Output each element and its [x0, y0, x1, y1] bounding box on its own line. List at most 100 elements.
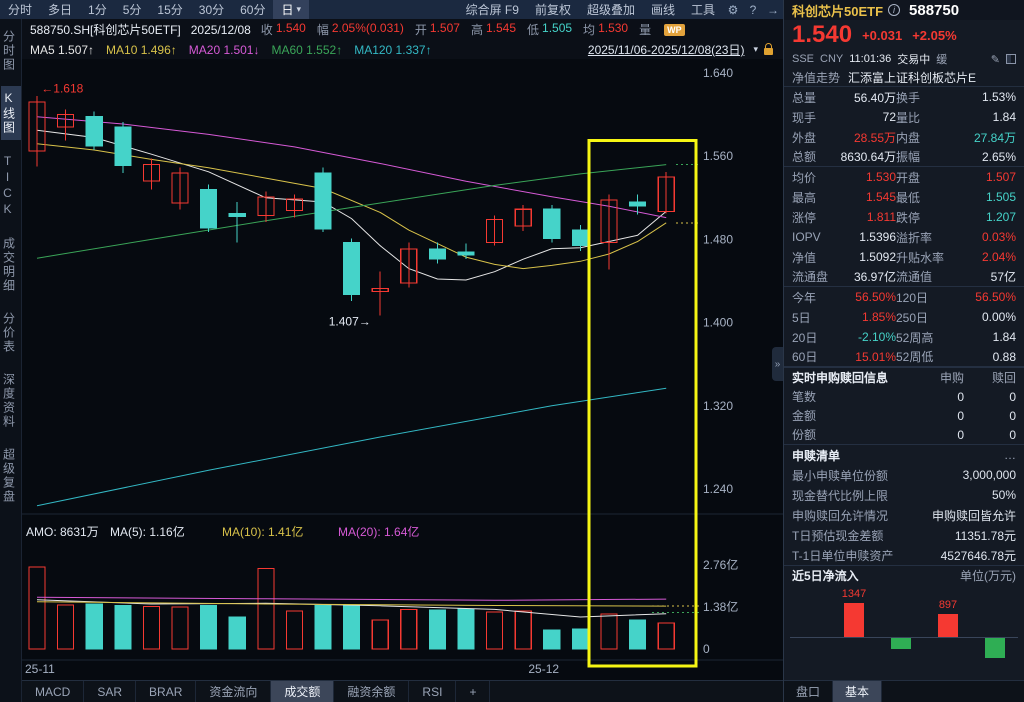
- redeem-row: 现金替代比例上限 50%: [784, 485, 1024, 505]
- sidebar-item-分价表[interactable]: 分价表: [1, 312, 16, 354]
- market-state: 交易中: [897, 54, 931, 66]
- period-tab-5分[interactable]: 5分: [122, 3, 142, 17]
- stat-label: 内盘: [896, 130, 921, 145]
- stat-value: 28.55万: [853, 130, 896, 145]
- subscription-sell-value: 0: [1009, 389, 1016, 404]
- sidebar-item-分时图[interactable]: 分时图: [1, 30, 16, 72]
- indicator-tab-MACD[interactable]: MACD: [22, 681, 85, 702]
- help-icon[interactable]: ?: [749, 2, 757, 17]
- stat-row: 净值 1.5092 升贴水率 2.04%: [784, 247, 1024, 267]
- panel-tabs: 盘口 基本: [784, 680, 1024, 702]
- period-tab-日[interactable]: 日 ▾: [273, 0, 310, 19]
- symbol-label: 588750.SH[科创芯片50ETF]: [30, 23, 181, 37]
- indicator-tab-成交额[interactable]: 成交额: [271, 681, 335, 702]
- more-icon[interactable]: …: [1004, 448, 1016, 462]
- svg-text:2.76亿: 2.76亿: [703, 557, 738, 572]
- info-icon[interactable]: i: [888, 4, 901, 16]
- svg-text:1.407→: 1.407→: [329, 315, 371, 329]
- stat-label: 净值: [792, 250, 817, 265]
- redeem-row: 申购赎回允许情况 申购赎回皆允许: [784, 505, 1024, 525]
- fund-name: 汇添富上证科创板芯片E: [848, 70, 977, 85]
- stat-value: 57亿: [990, 270, 1016, 284]
- stat-value: 1.811: [866, 210, 896, 224]
- indicator-tab-SAR[interactable]: SAR: [84, 681, 137, 702]
- sidebar-item-K线图[interactable]: K线图: [0, 86, 21, 140]
- redeem-row-label: 最小申赎单位份额: [792, 468, 889, 483]
- sidebar-item-超级复盘[interactable]: 超级复盘: [1, 448, 16, 504]
- quote-panel: 科创芯片50ETF i 588750 1.540 +0.031 +2.05% S…: [783, 0, 1024, 702]
- period-tab-15分[interactable]: 15分: [157, 3, 183, 17]
- stat-label: 流通值: [896, 270, 933, 284]
- panel-tab-盘口[interactable]: 盘口: [784, 681, 834, 702]
- flow-baseline: [790, 637, 1018, 638]
- toolbar-item[interactable]: 前复权: [534, 3, 571, 17]
- period-tab-多日[interactable]: 多日: [48, 3, 73, 17]
- caret-down-icon[interactable]: ▾: [753, 44, 758, 54]
- subscription-sell-value: 0: [1009, 427, 1016, 442]
- period-tab-30分[interactable]: 30分: [198, 3, 225, 17]
- svg-text:1.400: 1.400: [703, 316, 733, 330]
- ma-legend-MA60: MA60 1.552↑: [271, 42, 343, 57]
- toolbar-item[interactable]: 画线: [650, 3, 675, 17]
- stat-value: 56.50%: [975, 290, 1016, 304]
- sidebar-item-成交明细[interactable]: 成交明细: [1, 237, 16, 293]
- redeem-row-label: 申购赎回允许情况: [792, 508, 889, 523]
- stat-value: 8630.64万: [840, 150, 896, 164]
- stat-row: 总额 8630.64万 振幅 2.65%: [784, 147, 1024, 167]
- period-tab-60分[interactable]: 60分: [240, 3, 266, 17]
- indicator-tab-资金流向[interactable]: 资金流向: [196, 681, 272, 702]
- kline-chart[interactable]: 1.640 1.560 1.480 1.400 1.320 1.240 2.76亿 1.38亿…: [22, 59, 783, 680]
- period-tab-分时[interactable]: 分时: [8, 3, 33, 17]
- layout-icon[interactable]: [1006, 54, 1016, 64]
- indicator-tab-+[interactable]: +: [456, 681, 491, 702]
- subscription-row-label: 金额: [792, 409, 817, 423]
- period-tab-1分[interactable]: 1分: [88, 3, 107, 17]
- quote-field-value: 1.540: [275, 21, 306, 35]
- indicator-tab-RSI[interactable]: RSI: [409, 681, 457, 702]
- quote-summary-row: 588750.SH[科创芯片50ETF] 2025/12/08 收 1.540 幅 2…: [22, 19, 783, 40]
- indicator-tab-融资余额[interactable]: 融资余额: [334, 681, 410, 702]
- redeem-row-label: 现金替代比例上限: [792, 488, 889, 503]
- lock-icon[interactable]: [764, 43, 773, 55]
- quote-field: 幅 2.05%(0.031): [317, 21, 404, 38]
- stat-label: 均价: [792, 170, 817, 185]
- ma-legend-row: MA5 1.507↑ MA10 1.496↑ MA20 1.501↓ MA60 1.5…: [22, 40, 783, 59]
- stat-value: 1.84: [992, 330, 1016, 344]
- kline-svg[interactable]: 1.640 1.560 1.480 1.400 1.320 1.240 2.76亿 1.38亿…: [22, 59, 783, 680]
- stat-row: 5日 1.85% 250日 0.00%: [784, 307, 1024, 327]
- chart-body: 分时图 K线图 TICK 成交明细分价表深度资料超级复盘 588750.SH[科创芯片…: [0, 19, 783, 702]
- edit-icon[interactable]: ✎: [990, 53, 1000, 66]
- gear-icon[interactable]: ⚙: [727, 2, 739, 17]
- sidebar-item-TICK[interactable]: TICK: [0, 154, 15, 218]
- quote-field-label: 幅: [316, 23, 329, 37]
- panel-tab-基本[interactable]: 基本: [833, 681, 883, 702]
- stat-label: 250日: [896, 310, 929, 325]
- toolbar-item[interactable]: 超级叠加: [586, 3, 635, 17]
- nav-trend-link[interactable]: 净值走势: [792, 70, 841, 85]
- toolbar-item[interactable]: 综合屏 F9: [465, 3, 519, 17]
- quote-field: 收 1.540: [261, 21, 306, 38]
- quote-field-label: 开: [414, 23, 427, 37]
- subscription-col2: 赎回: [991, 371, 1016, 385]
- flow-bar: [891, 638, 911, 649]
- quote-field-label: 量: [639, 23, 652, 37]
- stat-value: 1.545: [865, 190, 896, 204]
- popout-icon[interactable]: →: [767, 2, 779, 17]
- toolbar-item[interactable]: 工具: [690, 3, 715, 17]
- wp-badge[interactable]: WP: [664, 23, 685, 36]
- sidebar-item-深度资料[interactable]: 深度资料: [1, 373, 16, 429]
- date-range[interactable]: 2025/11/06-2025/12/08(23日): [587, 43, 745, 57]
- instrument-name: 科创芯片50ETF: [792, 3, 884, 19]
- stat-row: 60日 15.01% 52周低 0.88: [784, 347, 1024, 367]
- redeem-row-value: 3,000,000: [962, 468, 1016, 482]
- panel-collapse-handle[interactable]: »: [772, 347, 783, 381]
- stat-value: 72: [882, 110, 896, 124]
- stat-value: 0.88: [992, 349, 1016, 364]
- indicator-tab-BRAR[interactable]: BRAR: [136, 681, 197, 702]
- stat-row: 涨停 1.811 跌停 1.207: [784, 207, 1024, 227]
- network-status: 缓: [936, 54, 948, 66]
- stat-label: 流通盘: [792, 270, 829, 284]
- redeem-list-header: 申赎清单 …: [784, 444, 1024, 465]
- subscription-col1: 申购: [939, 371, 964, 385]
- stat-row: 流通盘 36.97亿 流通值 57亿: [784, 267, 1024, 287]
